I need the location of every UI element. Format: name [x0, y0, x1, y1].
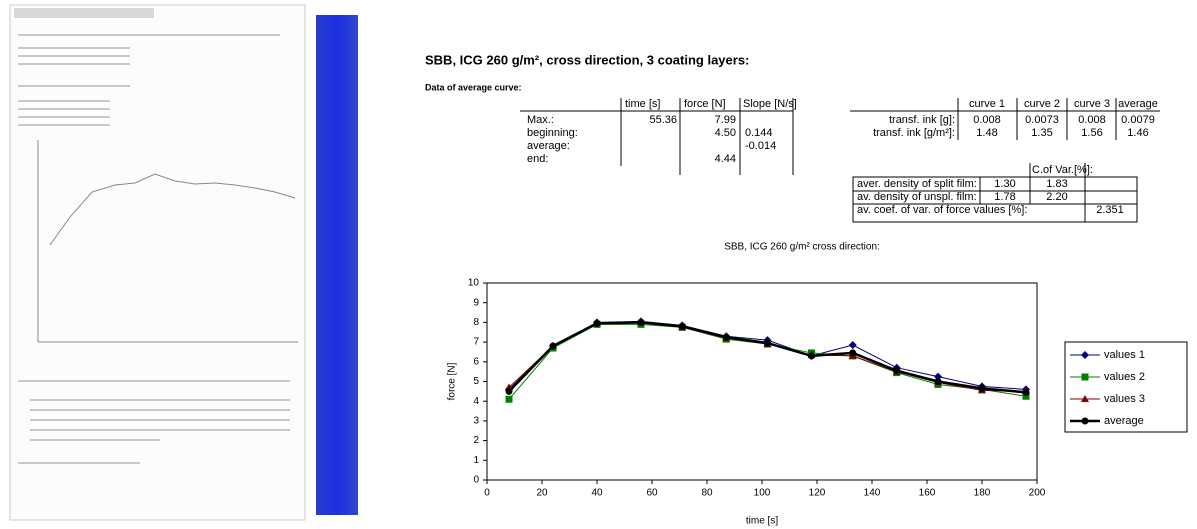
table-cell: 0.144	[745, 127, 773, 139]
x-tick-label: 180	[974, 488, 991, 499]
row-label: av. density of unspl. film:	[857, 191, 977, 203]
data-point	[1022, 388, 1030, 396]
data-point	[764, 339, 771, 347]
chart-title: SBB, ICG 260 g/m² cross direction:	[724, 242, 880, 253]
table-cell: 2.351	[1096, 204, 1124, 216]
y-axis-label: force [N]	[447, 362, 458, 400]
legend-marker	[1081, 373, 1089, 381]
legend-label: values 3	[1104, 393, 1145, 405]
table-cell: 0.008	[1078, 114, 1106, 126]
table-cell: 0.0079	[1121, 114, 1155, 126]
series-line	[508, 320, 1027, 390]
series-line	[508, 321, 1027, 394]
table-cell: 7.99	[715, 114, 736, 126]
table-cell: 0.008	[973, 114, 1001, 126]
y-tick-label: 8	[473, 317, 479, 328]
column-header: average	[1118, 98, 1158, 110]
page-title: SBB, ICG 260 g/m², cross direction, 3 co…	[425, 52, 749, 67]
table-cell: 4.44	[715, 153, 736, 165]
column-header: curve 2	[1024, 98, 1060, 110]
x-tick-label: 200	[1029, 488, 1046, 499]
x-tick-label: 160	[919, 488, 936, 499]
column-header: curve 1	[969, 98, 1005, 110]
y-tick-label: 0	[473, 475, 479, 486]
data-point	[505, 387, 513, 395]
column-header: force [N]	[684, 98, 726, 110]
data-point	[978, 384, 986, 392]
table-cell: 1.48	[976, 127, 997, 139]
column-header: curve 3	[1074, 98, 1110, 110]
row-label: beginning:	[527, 127, 578, 139]
row-label: transf. ink [g]:	[889, 114, 955, 126]
ink-strip	[316, 15, 358, 515]
table-cell: 1.83	[1046, 178, 1067, 190]
table-cell: 55.36	[649, 114, 677, 126]
y-tick-label: 4	[473, 396, 479, 407]
data-point	[505, 395, 513, 403]
row-label: transf. ink [g/m²]:	[873, 127, 955, 139]
table-cell: 1.56	[1081, 127, 1102, 139]
data-point	[848, 341, 857, 350]
y-tick-label: 3	[473, 416, 479, 427]
scanned-printout	[9, 4, 306, 521]
column-header: C.of Var.[%]:	[1032, 164, 1093, 176]
legend-label: values 2	[1104, 371, 1145, 383]
data-point	[849, 349, 857, 357]
plot-area	[486, 282, 1038, 481]
x-tick-label: 120	[809, 488, 826, 499]
x-tick-label: 20	[536, 488, 548, 499]
row-label: av. coef. of var. of force values [%]:	[857, 204, 1027, 216]
data-point	[678, 322, 686, 330]
legend-marker	[1081, 417, 1089, 425]
y-tick-label: 6	[473, 356, 479, 367]
table-cell: 1.30	[994, 178, 1015, 190]
x-tick-label: 100	[754, 488, 771, 499]
y-tick-label: 5	[473, 376, 479, 387]
data-point	[722, 333, 730, 341]
column-header: time [s]	[625, 98, 660, 110]
data-point	[934, 378, 942, 385]
legend-marker	[1081, 351, 1089, 359]
y-tick-label: 1	[473, 455, 479, 466]
data-point	[808, 352, 815, 360]
table-lines	[520, 98, 1160, 223]
y-tick-label: 9	[473, 297, 479, 308]
x-tick-label: 60	[646, 488, 658, 499]
y-tick-label: 7	[473, 337, 479, 348]
section-label: Data of average curve:	[425, 82, 522, 92]
row-label: aver. density of split film:	[857, 178, 977, 190]
legend-marker	[1081, 395, 1089, 402]
y-tick-label: 2	[473, 435, 479, 446]
row-label: average:	[527, 140, 570, 152]
table-cell: 2.20	[1046, 191, 1067, 203]
data-point	[549, 342, 557, 350]
table-cell: 0.0073	[1025, 114, 1059, 126]
table-cell: 4.50	[715, 127, 736, 139]
x-axis-label: time [s]	[746, 516, 778, 527]
column-header: Slope [N/s]	[743, 98, 797, 110]
legend-label: average	[1104, 415, 1144, 427]
x-tick-label: 0	[484, 488, 490, 499]
table-cell: 1.46	[1127, 127, 1148, 139]
data-point	[893, 367, 901, 375]
data-point	[593, 319, 601, 327]
y-tick-label: 10	[468, 278, 480, 289]
legend-label: values 1	[1104, 349, 1145, 361]
row-label: end:	[527, 153, 548, 165]
data-point	[1022, 392, 1030, 400]
table-cell: -0.014	[745, 140, 776, 152]
legend-box	[1064, 341, 1188, 433]
row-label: Max.:	[527, 114, 554, 126]
data-point	[934, 372, 942, 381]
series-line	[508, 323, 1027, 400]
x-tick-label: 140	[864, 488, 881, 499]
table-cell: 1.78	[994, 191, 1015, 203]
x-tick-label: 80	[701, 488, 713, 499]
x-tick-label: 40	[591, 488, 603, 499]
data-point	[637, 318, 645, 326]
series-line	[508, 321, 1027, 392]
table-cell: 1.35	[1031, 127, 1052, 139]
